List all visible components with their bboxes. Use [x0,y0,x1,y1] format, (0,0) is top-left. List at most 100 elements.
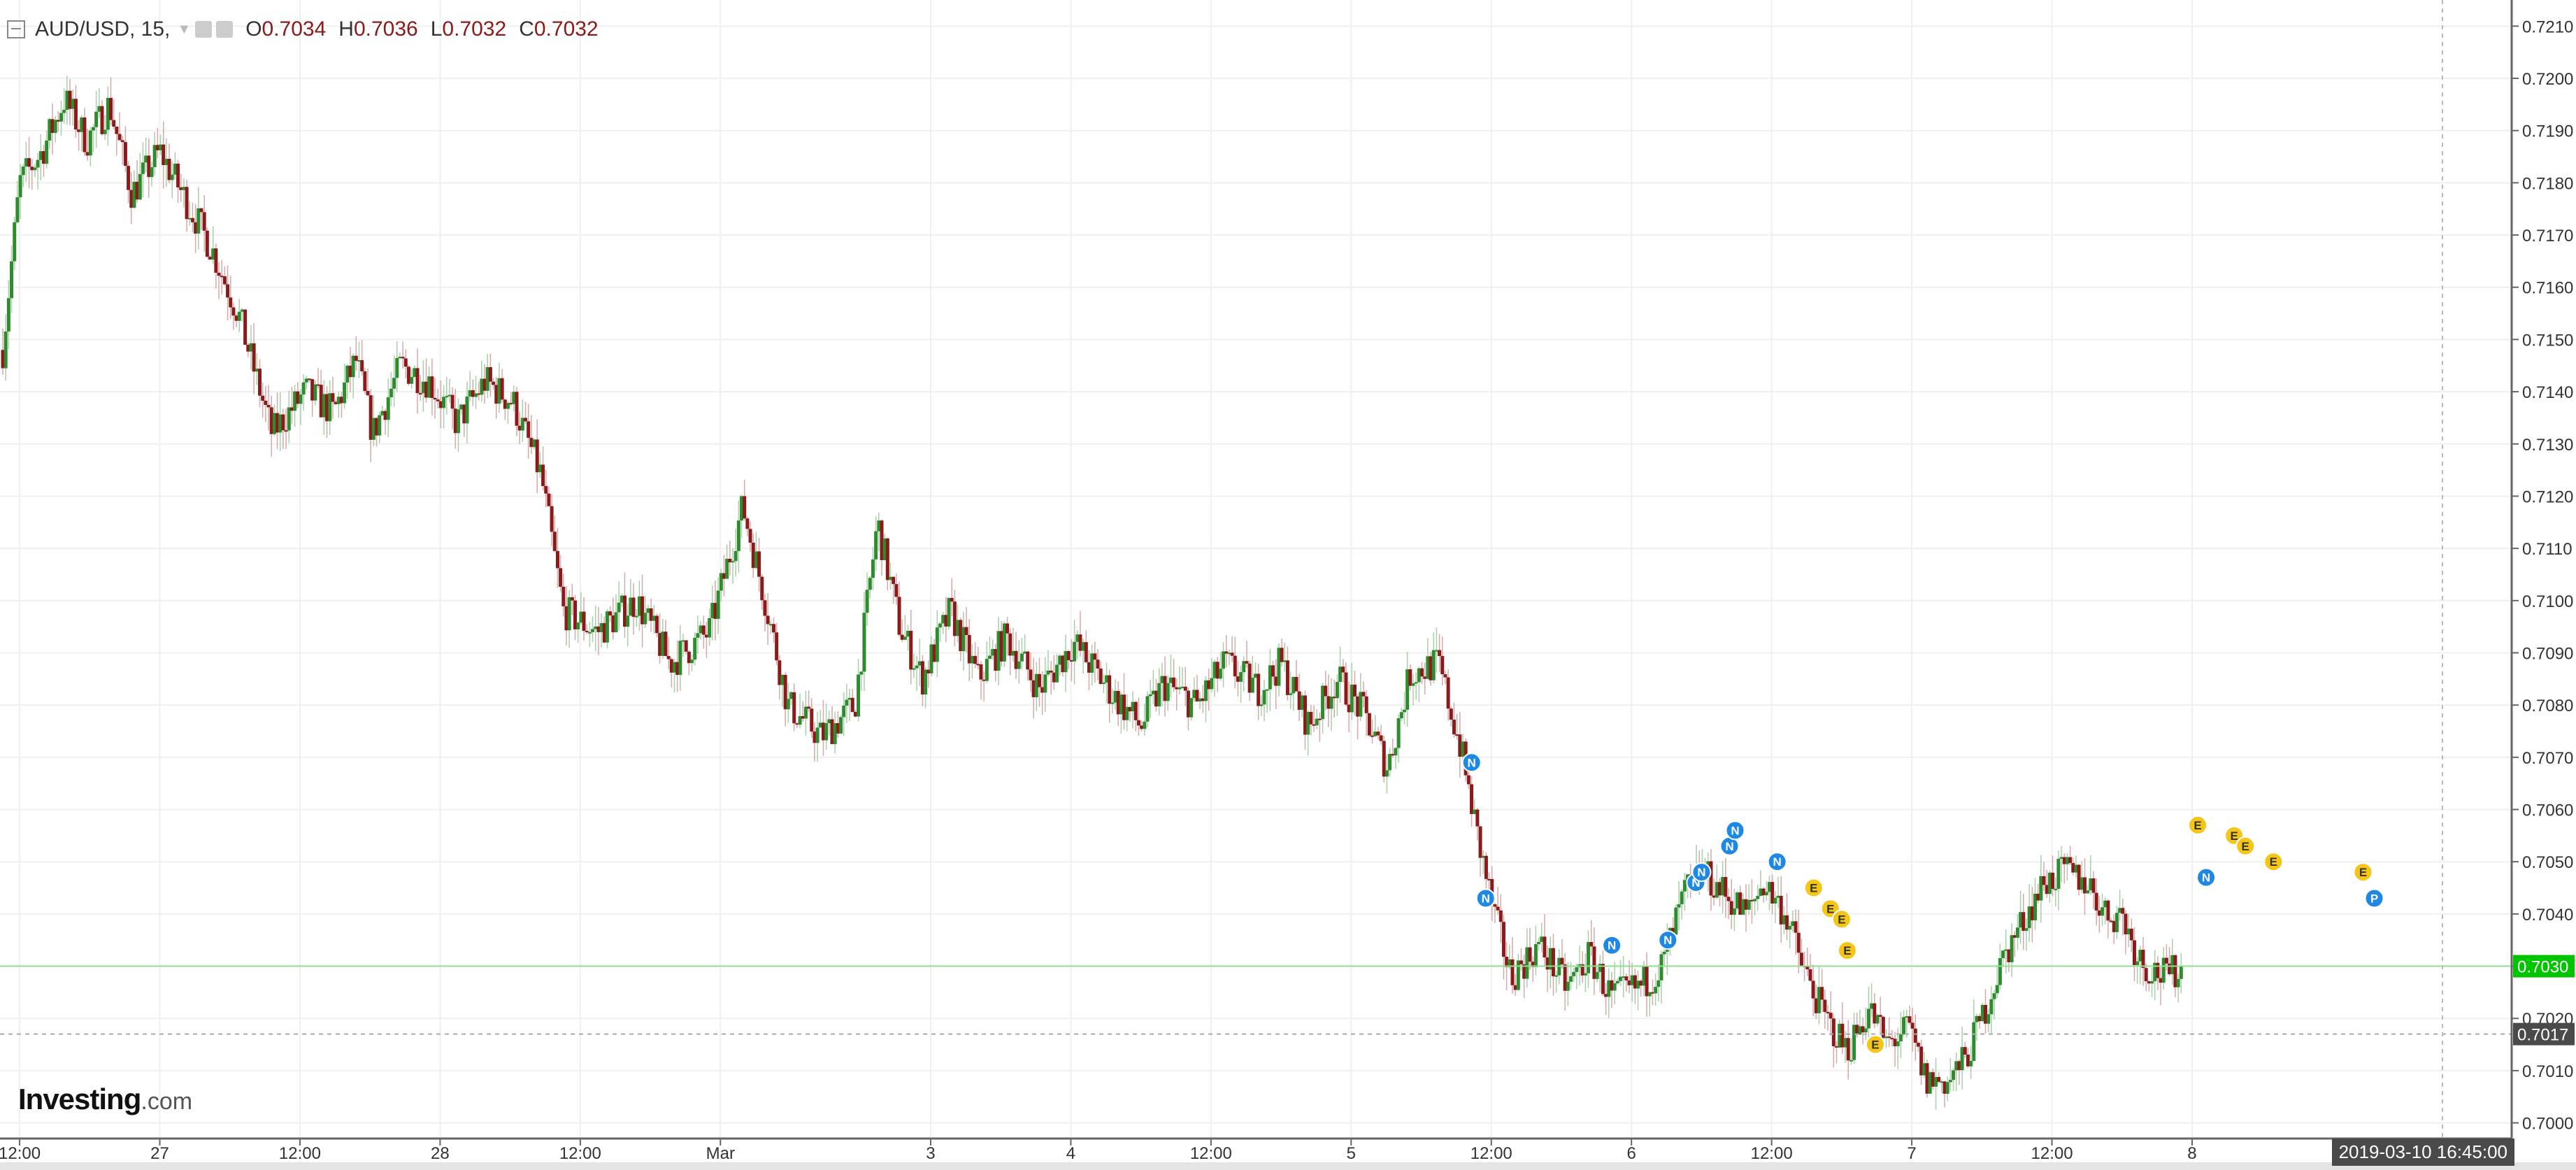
candle-body[interactable] [1823,999,1827,1012]
candle-body[interactable] [2030,906,2034,920]
candle-body[interactable] [1008,633,1012,656]
event-marker-e[interactable]: E [1865,1034,1885,1055]
candle-body[interactable] [1975,1015,1979,1022]
candle-body[interactable] [2161,957,2166,983]
candle-body[interactable] [1335,682,1339,699]
candle-body[interactable] [564,606,568,631]
candle-body[interactable] [1350,684,1354,713]
candle-body[interactable] [1858,1026,1862,1035]
candle-body[interactable] [538,464,542,473]
candle-body[interactable] [687,651,691,664]
candle-body[interactable] [1478,826,1482,858]
candle-body[interactable] [1654,987,1658,994]
event-marker-n[interactable]: N [1475,888,1496,908]
candle-body[interactable] [1913,1028,1917,1043]
candle-body[interactable] [2062,857,2066,864]
candle-body[interactable] [1125,706,1129,720]
candle-body[interactable] [882,538,887,560]
candle-body[interactable] [1192,690,1196,699]
candle-body[interactable] [2173,955,2177,987]
candle-body[interactable] [1987,1014,1991,1024]
candle-body[interactable] [1861,1026,1865,1033]
candle-body[interactable] [1484,855,1488,879]
candle-body[interactable] [1829,1013,1833,1019]
candle-body[interactable] [1180,686,1185,688]
candle-body[interactable] [669,659,673,673]
candle-body[interactable] [368,395,373,440]
candle-body[interactable] [959,620,963,652]
candle-body[interactable] [1744,899,1748,910]
candle-body[interactable] [1645,966,1649,997]
candle-body[interactable] [690,659,694,664]
candle-body[interactable] [1952,1070,1956,1080]
candle-body[interactable] [18,175,22,198]
candle-body[interactable] [1329,697,1333,709]
candle-body[interactable] [880,520,884,560]
candle-body[interactable] [123,142,127,166]
candle-body[interactable] [348,365,352,378]
candle-body[interactable] [1218,669,1222,679]
candle-body[interactable] [474,393,478,397]
candle-body[interactable] [1317,718,1322,720]
candle-body[interactable] [1026,651,1030,670]
candle-body[interactable] [1989,999,1994,1015]
candle-body[interactable] [1210,678,1214,690]
candle-body[interactable] [360,360,364,371]
candle-body[interactable] [1201,698,1205,701]
candle-body[interactable] [889,576,893,580]
candle-body[interactable] [2147,981,2151,984]
candle-body[interactable] [380,411,385,415]
candle-body[interactable] [196,208,201,234]
candle-body[interactable] [56,120,60,122]
candle-body[interactable] [591,629,595,632]
candle-body[interactable] [2135,961,2140,965]
candle-body[interactable] [433,397,437,400]
candle-body[interactable] [1119,694,1123,715]
candle-body[interactable] [576,622,580,629]
candle-body[interactable] [1175,687,1179,690]
candle-body[interactable] [915,665,919,669]
candle-body[interactable] [1712,895,1716,898]
candle-body[interactable] [803,706,808,719]
candle-body[interactable] [991,649,995,656]
candle-body[interactable] [1583,973,1587,976]
candle-body[interactable] [2106,900,2110,921]
candle-body[interactable] [1933,1076,1938,1087]
candle-body[interactable] [389,388,393,398]
candle-body[interactable] [1796,932,1801,953]
candle-body[interactable] [170,174,174,180]
candle-body[interactable] [1831,1018,1836,1046]
candle-body[interactable] [65,90,69,110]
candle-body[interactable] [229,297,233,308]
candle-body[interactable] [1157,683,1161,707]
candle-body[interactable] [442,397,446,408]
candle-body[interactable] [1341,666,1345,673]
candle-body[interactable] [941,615,945,624]
candle-body[interactable] [1031,680,1036,697]
candle-body[interactable] [1496,906,1500,911]
candle-body[interactable] [287,407,291,431]
candle-body[interactable] [821,722,825,741]
candle-body[interactable] [1677,904,1681,908]
candle-body[interactable] [614,612,618,633]
candle-body[interactable] [874,531,878,559]
candle-body[interactable] [1443,674,1447,678]
candle-body[interactable] [1773,897,1777,904]
candle-body[interactable] [760,576,764,601]
candle-body[interactable] [894,584,899,597]
candle-body[interactable] [1756,896,1760,899]
candle-body[interactable] [1878,1015,1882,1017]
candle-body[interactable] [783,675,787,710]
candle-body[interactable] [2168,963,2172,974]
candle-body[interactable] [1493,904,1497,907]
candle-body[interactable] [871,559,875,578]
candle-body[interactable] [850,697,854,713]
candle-body[interactable] [1452,720,1456,735]
chevron-down-icon[interactable]: ▼ [177,21,192,37]
candle-body[interactable] [1887,1036,1891,1039]
candle-body[interactable] [917,661,922,666]
candle-body[interactable] [2080,877,2084,890]
candle-body[interactable] [1954,1061,1959,1071]
candle-body[interactable] [220,276,224,278]
